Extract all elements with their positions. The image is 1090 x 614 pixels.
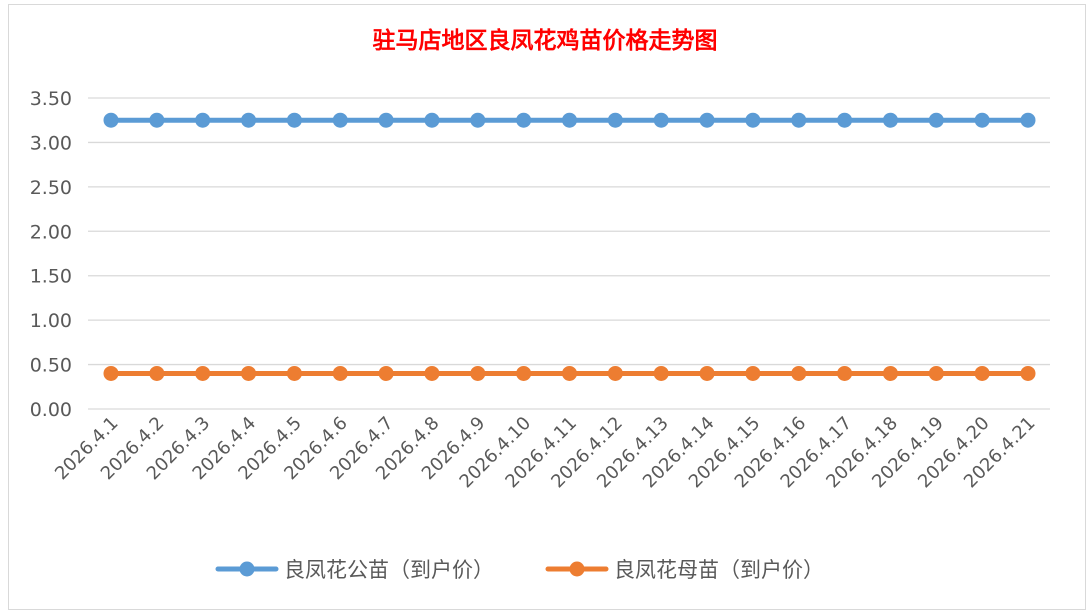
data-point-1 — [882, 365, 898, 381]
data-point-0 — [837, 112, 853, 128]
data-point-1 — [149, 365, 165, 381]
data-point-1 — [791, 365, 807, 381]
data-point-1 — [241, 365, 257, 381]
y-tick-label: 2.50 — [30, 177, 72, 199]
data-point-1 — [745, 365, 761, 381]
data-point-1 — [653, 365, 669, 381]
data-point-1 — [195, 365, 211, 381]
data-point-0 — [562, 112, 577, 128]
data-point-1 — [699, 365, 715, 381]
y-tick-label: 2.00 — [30, 221, 72, 243]
data-point-0 — [470, 112, 486, 128]
data-point-1 — [332, 365, 348, 381]
data-point-0 — [653, 112, 669, 128]
data-point-0 — [882, 112, 898, 128]
data-point-1 — [1020, 365, 1036, 381]
data-point-0 — [699, 112, 715, 128]
data-point-0 — [195, 112, 211, 128]
chart-title: 驻马店地区良凤花鸡苗价格走势图 — [373, 27, 718, 54]
data-point-1 — [562, 365, 577, 381]
data-point-1 — [607, 365, 623, 381]
data-point-0 — [149, 112, 165, 128]
legend-marker-0 — [239, 561, 255, 577]
data-point-0 — [286, 112, 302, 128]
y-tick-label: 0.00 — [30, 399, 72, 421]
legend-label-1: 良凤花母苗（到户价） — [614, 558, 824, 582]
data-point-1 — [516, 365, 532, 381]
data-point-0 — [241, 112, 257, 128]
data-point-0 — [607, 112, 623, 128]
data-point-0 — [332, 112, 348, 128]
data-point-0 — [745, 112, 761, 128]
y-tick-label: 1.00 — [30, 310, 72, 332]
data-point-0 — [1020, 112, 1036, 128]
data-point-1 — [286, 365, 302, 381]
data-point-0 — [516, 112, 532, 128]
data-point-0 — [974, 112, 990, 128]
y-tick-label: 1.50 — [30, 266, 72, 288]
data-point-0 — [791, 112, 807, 128]
data-point-1 — [837, 365, 853, 381]
legend-label-0: 良凤花公苗（到户价） — [284, 558, 494, 582]
data-point-1 — [424, 365, 440, 381]
data-point-1 — [378, 365, 394, 381]
data-point-0 — [928, 112, 944, 128]
data-point-0 — [103, 112, 119, 128]
data-point-1 — [928, 365, 944, 381]
line-chart[interactable] — [8, 4, 1086, 610]
data-point-1 — [103, 365, 119, 381]
data-point-1 — [974, 365, 990, 381]
legend-marker-1 — [569, 561, 585, 577]
data-point-0 — [378, 112, 394, 128]
y-tick-label: 3.00 — [30, 132, 72, 154]
y-tick-label: 3.50 — [30, 88, 72, 110]
y-tick-label: 0.50 — [30, 355, 72, 377]
data-point-0 — [424, 112, 440, 128]
data-point-1 — [470, 365, 486, 381]
